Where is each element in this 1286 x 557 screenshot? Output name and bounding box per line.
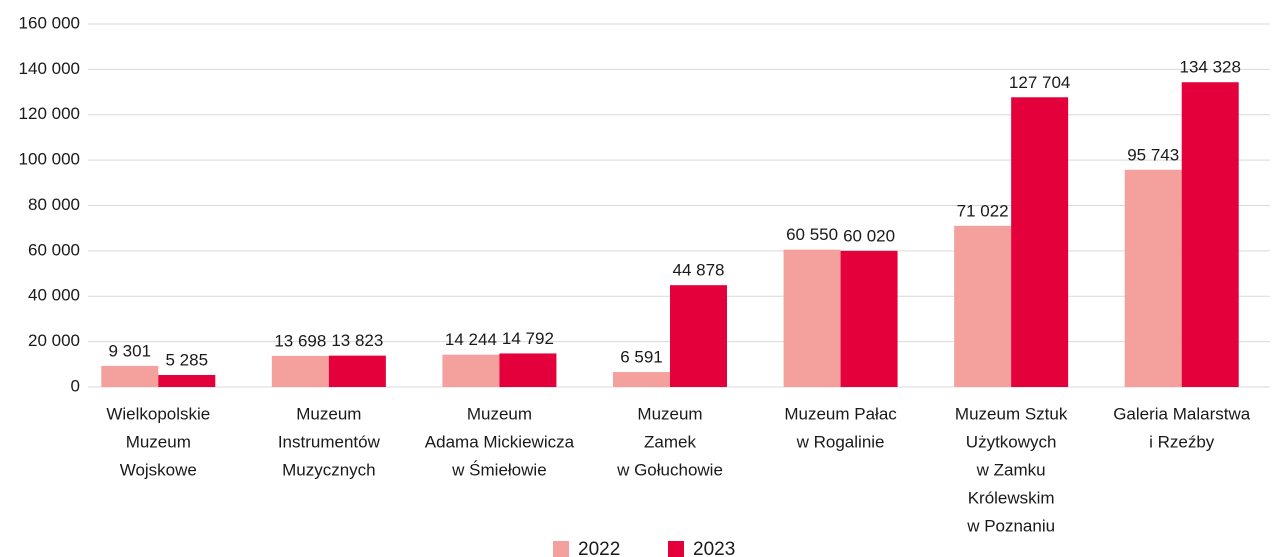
x-tick-label: Muzeum bbox=[126, 432, 191, 451]
value-label: 6 591 bbox=[620, 348, 663, 367]
y-tick-label: 120 000 bbox=[19, 104, 80, 123]
legend-label: 2022 bbox=[578, 539, 620, 557]
bar bbox=[1011, 97, 1069, 388]
x-tick-label: i Rzeźby bbox=[1149, 432, 1215, 451]
value-label: 13 823 bbox=[331, 331, 383, 350]
bar bbox=[1181, 82, 1239, 387]
bar bbox=[783, 249, 841, 387]
x-tick-label: Galeria Malarstwa bbox=[1113, 404, 1251, 423]
value-label: 14 244 bbox=[445, 330, 497, 349]
x-tick-label: Muzeum bbox=[467, 404, 532, 423]
legend-swatch bbox=[553, 541, 569, 557]
value-label: 60 550 bbox=[786, 225, 838, 244]
bar bbox=[442, 354, 500, 387]
x-tick-label: w Rogalinie bbox=[796, 432, 885, 451]
bar bbox=[328, 355, 386, 387]
x-tick-label: Użytkowych bbox=[966, 432, 1057, 451]
legend-label: 2023 bbox=[693, 539, 735, 557]
bar bbox=[613, 372, 670, 387]
x-tick-label: w Gołuchowie bbox=[616, 460, 723, 479]
x-tick-label: Wojskowe bbox=[120, 460, 197, 479]
bar bbox=[158, 375, 216, 387]
x-tick-label: Instrumentów bbox=[278, 432, 381, 451]
value-label: 95 743 bbox=[1127, 145, 1179, 164]
x-tick-label: Muzeum bbox=[637, 404, 702, 423]
x-tick-label: Muzeum bbox=[296, 404, 361, 423]
bar bbox=[499, 353, 557, 387]
bar bbox=[954, 225, 1012, 387]
value-label: 127 704 bbox=[1009, 73, 1070, 92]
value-label: 71 022 bbox=[957, 201, 1009, 220]
bar bbox=[271, 355, 329, 387]
x-tick-label: w Poznaniu bbox=[966, 516, 1055, 535]
value-label: 134 328 bbox=[1179, 58, 1240, 77]
legend-swatch bbox=[668, 541, 684, 557]
y-tick-label: 0 bbox=[71, 376, 80, 395]
bar bbox=[101, 365, 159, 387]
x-tick-label: Adama Mickiewicza bbox=[425, 432, 575, 451]
x-tick-label: Muzeum Sztuk bbox=[955, 404, 1068, 423]
bar bbox=[670, 285, 727, 387]
x-tick-label: Zamek bbox=[644, 432, 696, 451]
x-tick-label: Muzeum Pałac bbox=[784, 404, 897, 423]
y-tick-label: 80 000 bbox=[28, 195, 80, 214]
value-label: 5 285 bbox=[166, 350, 209, 369]
value-label: 9 301 bbox=[109, 341, 152, 360]
x-tick-label: Królewskim bbox=[968, 488, 1055, 507]
y-tick-label: 100 000 bbox=[19, 150, 80, 169]
bar bbox=[1124, 169, 1182, 387]
y-tick-label: 60 000 bbox=[28, 240, 80, 259]
value-label: 14 792 bbox=[502, 329, 554, 348]
y-tick-label: 20 000 bbox=[28, 331, 80, 350]
x-tick-label: Wielkopolskie bbox=[106, 404, 210, 423]
x-tick-label: w Śmiełowie bbox=[451, 460, 546, 479]
bar bbox=[840, 250, 898, 387]
y-tick-label: 40 000 bbox=[28, 286, 80, 305]
y-tick-label: 140 000 bbox=[19, 59, 80, 78]
value-label: 13 698 bbox=[274, 331, 326, 350]
x-tick-label: w Zamku bbox=[976, 460, 1046, 479]
value-label: 44 878 bbox=[673, 261, 725, 280]
y-tick-label: 160 000 bbox=[19, 13, 80, 32]
value-label: 60 020 bbox=[843, 226, 895, 245]
x-tick-label: Muzycznych bbox=[282, 460, 376, 479]
